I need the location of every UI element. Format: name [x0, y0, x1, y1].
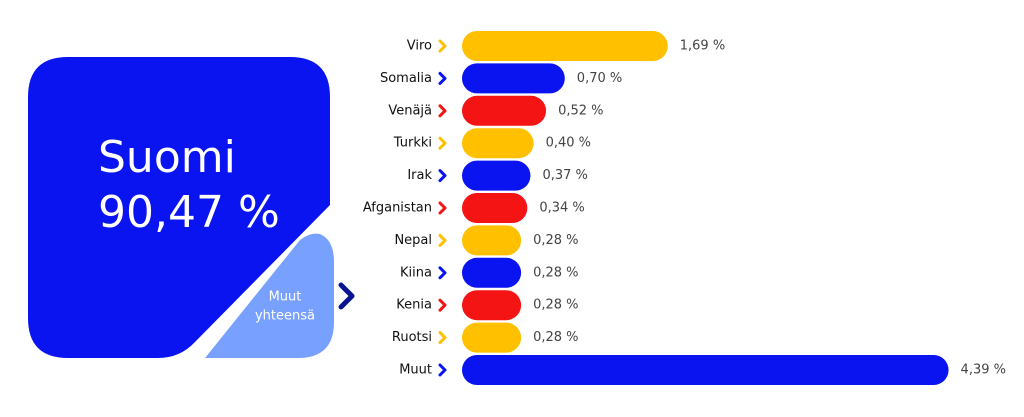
- value-label: 0,70 %: [577, 71, 622, 86]
- bar: [462, 355, 949, 385]
- value-label: 0,28 %: [533, 330, 578, 345]
- chevron: [338, 282, 355, 310]
- main-shape: [28, 57, 330, 358]
- bar: [462, 225, 522, 256]
- category-label: Muut: [399, 363, 432, 378]
- chevron: [438, 71, 447, 85]
- chevron: [438, 39, 447, 53]
- value-label: 1,69 %: [680, 39, 725, 54]
- bar: [462, 63, 565, 94]
- rest-shape: [205, 233, 334, 358]
- category-label: Kiina: [400, 265, 432, 280]
- category-label: Nepal: [394, 233, 432, 248]
- category-label: Ruotsi: [392, 330, 432, 345]
- category-label: Somalia: [380, 71, 432, 86]
- chevron: [438, 298, 447, 312]
- main-name: Suomi: [98, 132, 236, 183]
- main-value: 90,47 %: [98, 187, 280, 238]
- rest-label: yhteensä: [255, 309, 315, 324]
- chevron: [438, 266, 447, 280]
- bar: [462, 128, 534, 159]
- category-label: Afganistan: [363, 201, 432, 216]
- bar: [462, 31, 668, 61]
- category-label: Irak: [407, 168, 432, 183]
- category-label: Kenia: [396, 298, 432, 313]
- chevron: [438, 136, 447, 150]
- value-label: 0,52 %: [558, 103, 603, 118]
- chevron: [438, 331, 447, 345]
- value-label: 0,40 %: [546, 136, 591, 151]
- bar: [462, 193, 528, 223]
- chevron: [438, 363, 447, 377]
- rest-label: Muut: [269, 290, 302, 305]
- bar: [462, 257, 522, 288]
- chevron: [438, 169, 447, 183]
- category-label: Turkki: [393, 136, 432, 151]
- bar: [462, 95, 547, 126]
- chevron: [438, 104, 447, 118]
- bar: [462, 322, 522, 353]
- value-label: 0,34 %: [539, 201, 584, 216]
- category-label: Venäjä: [388, 103, 432, 118]
- value-label: 0,28 %: [533, 298, 578, 313]
- value-label: 0,28 %: [533, 265, 578, 280]
- value-label: 0,28 %: [533, 233, 578, 248]
- bar: [462, 290, 522, 321]
- bar: [462, 160, 531, 191]
- value-label: 4,39 %: [961, 363, 1006, 378]
- chevron: [438, 233, 447, 247]
- value-label: 0,37 %: [542, 168, 587, 183]
- chevron: [438, 201, 447, 215]
- category-label: Viro: [407, 39, 432, 54]
